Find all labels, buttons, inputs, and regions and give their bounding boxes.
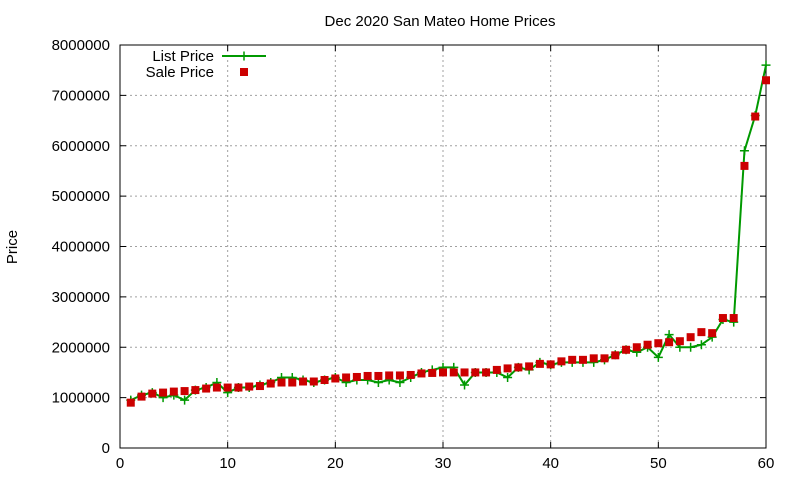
sale-price-point bbox=[708, 329, 717, 338]
sale-price-point bbox=[331, 374, 340, 383]
sale-price-point bbox=[686, 333, 695, 342]
list-price-point bbox=[460, 380, 470, 390]
y-tick-label: 3000000 bbox=[52, 289, 110, 306]
y-tick-label: 2000000 bbox=[52, 339, 110, 356]
x-tick-label: 20 bbox=[327, 455, 344, 472]
list-price-point bbox=[696, 340, 706, 350]
y-tick-label: 0 bbox=[102, 440, 110, 457]
sale-price-point bbox=[439, 368, 447, 377]
sale-price-point bbox=[611, 351, 620, 360]
y-tick-label: 5000000 bbox=[52, 188, 110, 205]
sale-price-point bbox=[557, 357, 566, 366]
sale-price-point bbox=[126, 398, 135, 407]
sale-price-point bbox=[525, 362, 534, 371]
sale-price-point bbox=[578, 355, 587, 364]
chart-title: Dec 2020 San Mateo Home Prices bbox=[325, 13, 556, 30]
sale-price-point bbox=[632, 343, 641, 352]
sale-price-point bbox=[180, 387, 189, 396]
list-price-point bbox=[739, 146, 749, 156]
sale-price-point bbox=[169, 387, 178, 396]
sale-price-point bbox=[740, 161, 749, 170]
axis-ticks: 0 10 20 30 40 50 60 0 1000000 2000000 3000000 40000… bbox=[52, 37, 775, 472]
list-price-point bbox=[395, 378, 405, 388]
legend-cross-list-price bbox=[239, 51, 249, 61]
sale-price-point bbox=[320, 375, 329, 384]
sale-price-point bbox=[234, 383, 243, 392]
x-tick-label: 60 bbox=[758, 455, 775, 472]
sale-price-point bbox=[600, 354, 609, 363]
sale-price-point bbox=[503, 364, 512, 373]
sale-price-point bbox=[428, 368, 437, 377]
y-tick-label: 7000000 bbox=[52, 87, 110, 104]
list-price-point bbox=[503, 372, 513, 382]
sale-price-point bbox=[137, 392, 146, 401]
legend-label-sale-price: Sale Price bbox=[146, 64, 214, 81]
plot-frame bbox=[119, 44, 767, 449]
sale-price-point bbox=[374, 371, 383, 380]
sale-price-point bbox=[191, 386, 200, 395]
sale-price-point bbox=[729, 314, 738, 323]
x-tick-label: 40 bbox=[542, 455, 559, 472]
sale-price-point bbox=[417, 369, 426, 378]
sale-price-point bbox=[589, 354, 598, 363]
sale-price-point bbox=[385, 371, 394, 380]
list-price-point bbox=[761, 60, 771, 70]
sale-price-point bbox=[622, 345, 631, 354]
sale-price-point bbox=[643, 340, 652, 349]
sale-price-point bbox=[492, 365, 501, 374]
sale-price-point bbox=[751, 112, 760, 121]
sale-price-point bbox=[245, 382, 254, 391]
sale-price-point bbox=[718, 314, 727, 323]
y-axis-label: Price bbox=[4, 230, 21, 264]
y-tick-label: 8000000 bbox=[52, 37, 110, 54]
list-price-point bbox=[180, 395, 190, 405]
list-price-point bbox=[686, 342, 696, 352]
sale-price-point bbox=[568, 355, 577, 364]
sale-price-point bbox=[514, 363, 523, 372]
sale-price-point bbox=[535, 359, 544, 368]
x-tick-label: 0 bbox=[116, 455, 124, 472]
sale-price-point bbox=[697, 328, 706, 337]
x-tick-label: 30 bbox=[435, 455, 452, 472]
sale-price-point bbox=[352, 372, 361, 381]
y-tick-label: 4000000 bbox=[52, 239, 110, 256]
sale-price-point bbox=[546, 360, 555, 369]
list-price-point bbox=[664, 330, 674, 340]
series-line-list-price bbox=[130, 64, 767, 402]
sale-price-point bbox=[762, 76, 770, 85]
sale-price-point bbox=[288, 378, 297, 387]
sale-price-point bbox=[223, 383, 232, 392]
sale-price-point bbox=[482, 368, 491, 377]
sale-price-point bbox=[675, 337, 684, 346]
x-tick-label: 10 bbox=[219, 455, 236, 472]
x-tick-label: 50 bbox=[650, 455, 667, 472]
sale-price-point bbox=[363, 371, 372, 380]
sale-price-point bbox=[202, 384, 211, 393]
sale-price-point bbox=[471, 368, 480, 377]
sale-price-point bbox=[277, 378, 286, 387]
legend-label-list-price: List Price bbox=[152, 48, 214, 65]
sale-price-point bbox=[406, 370, 415, 379]
y-tick-label: 1000000 bbox=[52, 390, 110, 407]
legend: List Price Sale Price bbox=[146, 48, 266, 81]
list-price-point bbox=[653, 352, 663, 362]
sale-price-point bbox=[159, 388, 168, 397]
sale-price-point bbox=[309, 377, 318, 386]
sale-price-point bbox=[342, 373, 351, 382]
legend-square-sale-price bbox=[240, 68, 248, 76]
sale-price-point bbox=[665, 338, 674, 347]
y-tick-label: 6000000 bbox=[52, 138, 110, 155]
sale-price-point bbox=[395, 371, 404, 380]
sale-price-point bbox=[449, 368, 458, 377]
sale-price-point bbox=[460, 368, 469, 377]
sale-price-point bbox=[148, 389, 157, 398]
sale-price-point bbox=[255, 382, 264, 391]
sale-price-point bbox=[266, 379, 275, 388]
sale-price-point bbox=[212, 383, 221, 392]
sale-price-point bbox=[299, 377, 308, 386]
sale-price-point bbox=[654, 339, 663, 348]
series-layer bbox=[126, 60, 771, 407]
